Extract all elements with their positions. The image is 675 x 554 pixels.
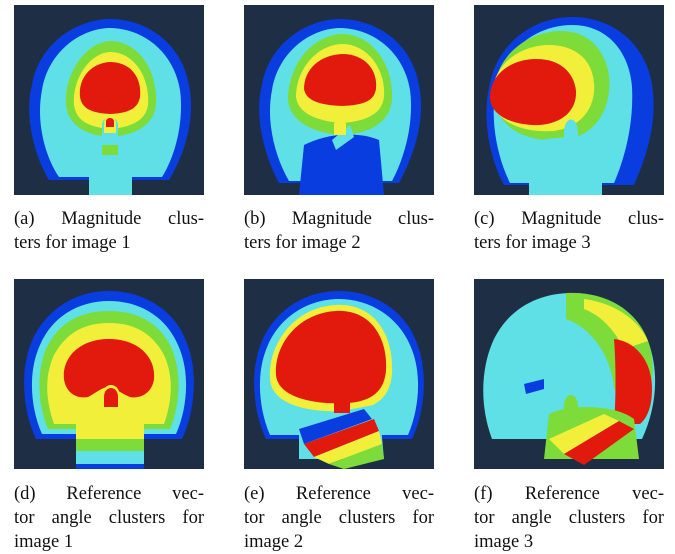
panel-a-image — [14, 5, 204, 195]
panel-e-image — [244, 279, 434, 469]
caption-f: (f) Reference vec- tor angle clusters fo… — [474, 482, 664, 554]
reference-vector-angle-clusters-image-3 — [474, 279, 664, 469]
caption-c-line2: ters for image 3 — [474, 233, 591, 253]
caption-f-line3: image 3 — [474, 532, 534, 552]
magnitude-clusters-image-2 — [244, 5, 434, 195]
caption-e: (e) Reference vec- tor angle clusters fo… — [244, 482, 434, 554]
panel-d-image — [14, 279, 204, 469]
caption-d-line3: image 1 — [14, 532, 74, 552]
panel-f-image — [474, 279, 664, 469]
caption-f-line1: (f) Reference vec- — [474, 484, 664, 504]
reference-vector-angle-clusters-image-1 — [14, 279, 204, 469]
caption-a-line2: ters for image 1 — [14, 233, 131, 253]
caption-d-line2: tor angle clusters for — [14, 508, 204, 528]
caption-e-line2: tor angle clusters for — [244, 508, 434, 528]
caption-a: (a) Magnitude clus- ters for image 1 — [14, 207, 204, 255]
caption-d: (d) Reference vec- tor angle clusters fo… — [14, 482, 204, 554]
caption-d-line1: (d) Reference vec- — [14, 484, 204, 504]
caption-f-line2: tor angle clusters for — [474, 508, 664, 528]
caption-a-line1: (a) Magnitude clus- — [14, 209, 204, 229]
magnitude-clusters-image-1 — [14, 5, 204, 195]
caption-b-line1: (b) Magnitude clus- — [244, 209, 434, 229]
magnitude-clusters-image-3 — [474, 5, 664, 195]
caption-e-line1: (e) Reference vec- — [244, 484, 434, 504]
caption-e-line3: image 2 — [244, 532, 304, 552]
caption-c-line1: (c) Magnitude clus- — [474, 209, 664, 229]
caption-b-line2: ters for image 2 — [244, 233, 361, 253]
caption-b: (b) Magnitude clus- ters for image 2 — [244, 207, 434, 255]
caption-c: (c) Magnitude clus- ters for image 3 — [474, 207, 664, 255]
panel-b-image — [244, 5, 434, 195]
panel-c-image — [474, 5, 664, 195]
reference-vector-angle-clusters-image-2 — [244, 279, 434, 469]
